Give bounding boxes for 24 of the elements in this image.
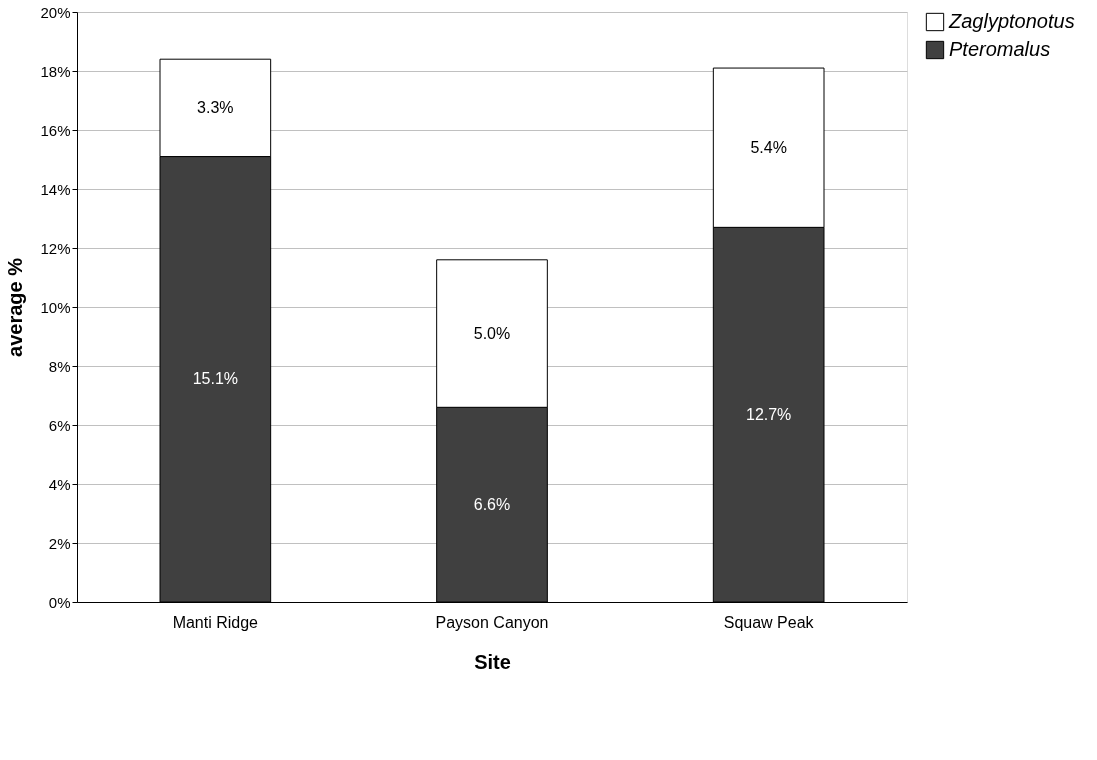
y-tick-label: 2% — [48, 534, 71, 552]
y-tick-label: 4% — [48, 475, 71, 493]
y-tick-label: 6% — [48, 416, 71, 434]
y-tick-label: 8% — [48, 357, 71, 375]
y-tick-label: 10% — [40, 298, 71, 316]
y-tick-label: 14% — [40, 180, 71, 198]
data-label: 15.1% — [192, 370, 239, 388]
data-label: 6.6% — [473, 495, 511, 513]
y-tick-label: 20% — [40, 3, 71, 21]
data-label: 5.0% — [473, 324, 511, 342]
x-tick-label: Manti Ridge — [172, 613, 259, 631]
data-label: 5.4% — [750, 138, 787, 156]
x-tick-label: Squaw Peak — [723, 613, 815, 631]
legend-label: Zaglyptonotus — [948, 10, 1075, 32]
y-tick-label: 16% — [40, 121, 71, 139]
x-axis-title: Site — [474, 650, 511, 673]
data-label: 12.7% — [745, 405, 792, 423]
data-label: 3.3% — [197, 98, 234, 116]
y-axis-title: average % — [4, 257, 27, 357]
x-tick-label: Payson Canyon — [435, 613, 549, 631]
y-tick-label: 0% — [48, 593, 71, 611]
y-tick-label: 12% — [40, 239, 71, 257]
legend-label: Pteromalus — [949, 38, 1051, 60]
y-tick-label: 18% — [40, 62, 71, 80]
